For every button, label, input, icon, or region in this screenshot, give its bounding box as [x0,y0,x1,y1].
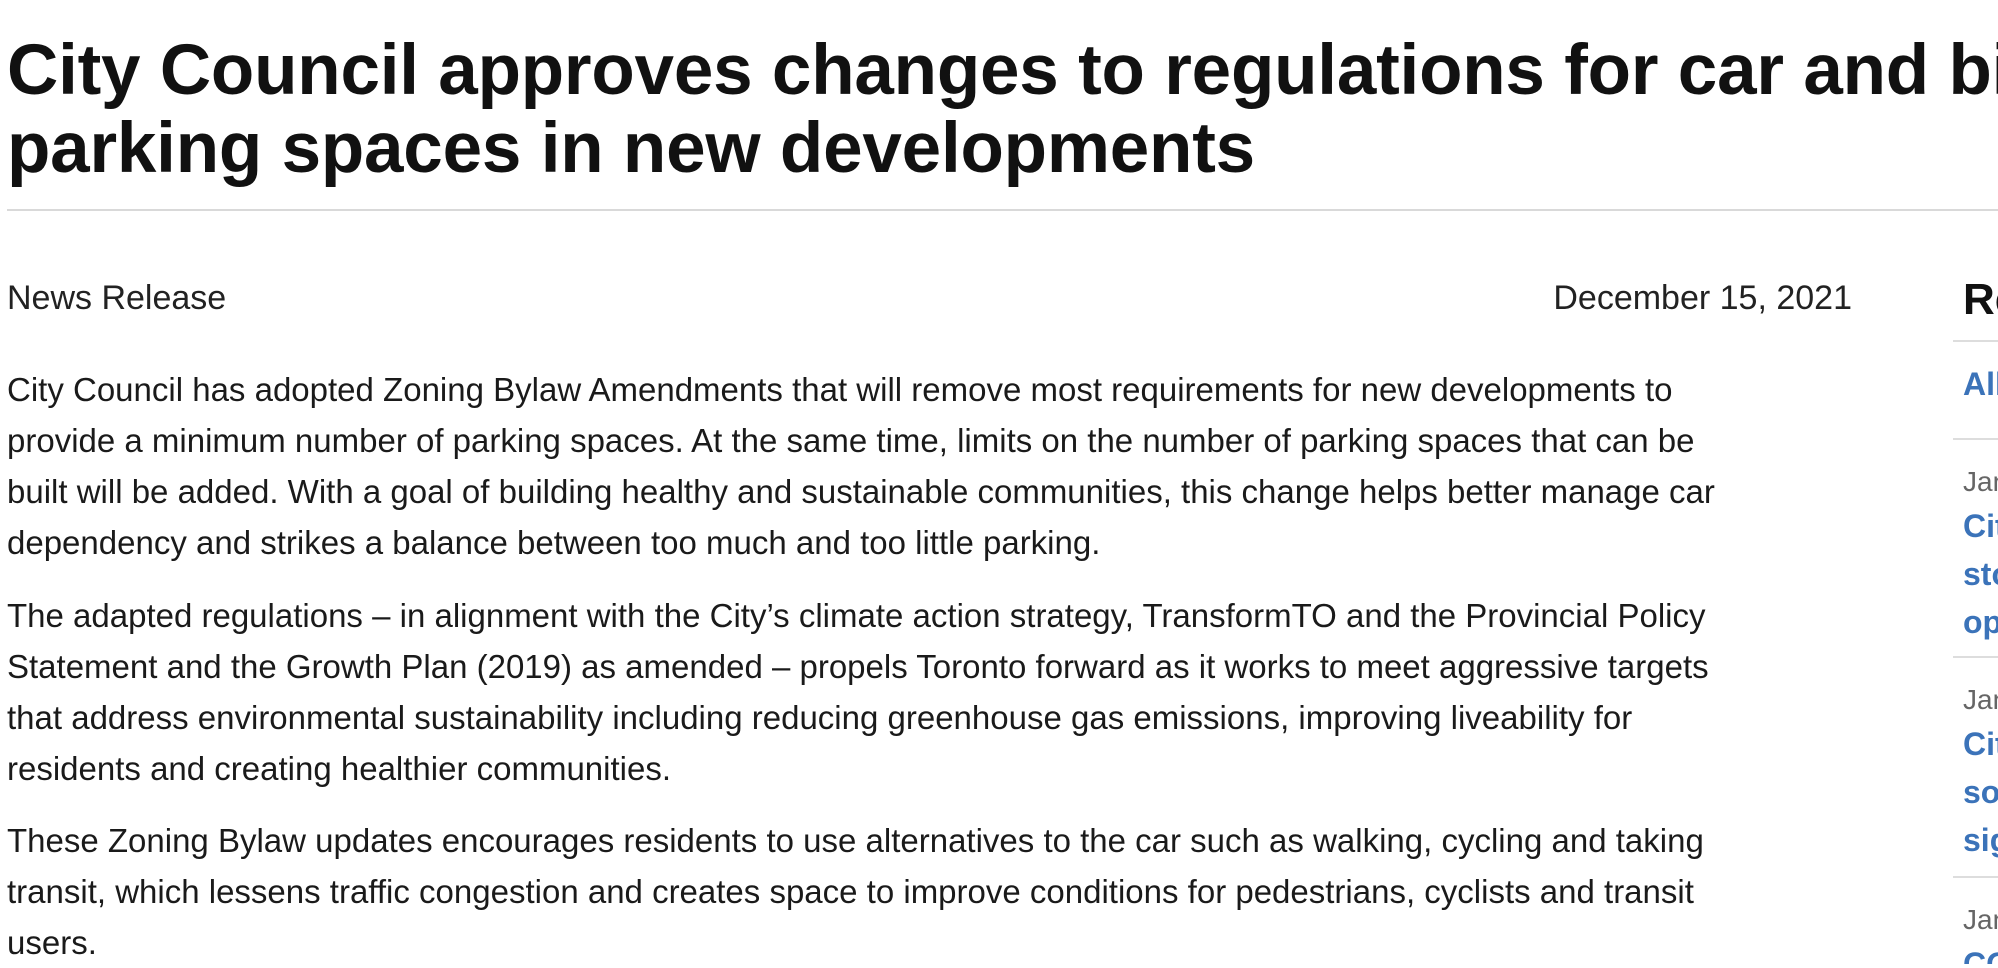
sidebar-item-title[interactable]: sto [1963,556,1998,592]
sidebar-item-title[interactable]: Cit [1963,508,1998,544]
body-paragraph-3: These Zoning Bylaw updates encourages re… [7,815,1877,968]
sidebar-item-date: Jan [1963,466,1998,497]
sidebar-news-item[interactable]: Jan Cit so sig [1963,680,1998,864]
release-type-label: News Release [7,279,227,317]
sidebar-item-title[interactable]: so [1963,774,1998,810]
sidebar-item-date: Jan [1963,904,1998,935]
body-paragraph-1: City Council has adopted Zoning Bylaw Am… [7,364,1877,568]
sidebar-item-title[interactable]: op [1963,604,1998,640]
sidebar-item-date: Jan [1963,684,1998,715]
sidebar-news-item[interactable]: Jan CO [1963,900,1998,964]
sidebar-divider [1953,656,1998,658]
paragraph-line: City Council has adopted Zoning Bylaw Am… [7,371,1673,408]
sidebar-item-title[interactable]: Cit [1963,726,1998,762]
page-title-line-1: City Council approves changes to regulat… [7,31,1998,110]
sidebar-heading: Re [1963,275,1998,324]
sidebar-item-title[interactable]: CO [1963,946,1998,964]
sidebar-divider [1953,340,1998,342]
sidebar-divider [1953,876,1998,878]
page-title-line-2: parking spaces in new developments [7,109,1255,188]
body-paragraph-2: The adapted regulations – in alignment w… [7,590,1877,794]
paragraph-line: Statement and the Growth Plan (2019) as … [7,648,1709,685]
release-date: December 15, 2021 [1553,279,1852,317]
title-divider [7,209,1998,211]
sidebar-item-title[interactable]: sig [1963,822,1998,858]
sidebar-all-link[interactable]: All [1963,366,1998,402]
page-title: City Council approves changes to regulat… [7,31,1998,188]
sidebar-divider [1953,438,1998,440]
sidebar-news-item[interactable]: Jan Cit sto op [1963,462,1998,646]
paragraph-line: The adapted regulations – in alignment w… [7,597,1706,634]
paragraph-line: These Zoning Bylaw updates encourages re… [7,822,1704,859]
paragraph-line: built will be added. With a goal of buil… [7,473,1715,510]
paragraph-line: users. [7,924,97,961]
paragraph-line: residents and creating healthier communi… [7,750,672,787]
related-news-sidebar: Re All Jan Cit sto op Jan Cit so sig Jan… [1953,260,1998,964]
paragraph-line: that address environmental sustainabilit… [7,699,1633,736]
paragraph-line: provide a minimum number of parking spac… [7,422,1695,459]
paragraph-line: dependency and strikes a balance between… [7,524,1101,561]
paragraph-line: transit, which lessens traffic congestio… [7,873,1694,910]
